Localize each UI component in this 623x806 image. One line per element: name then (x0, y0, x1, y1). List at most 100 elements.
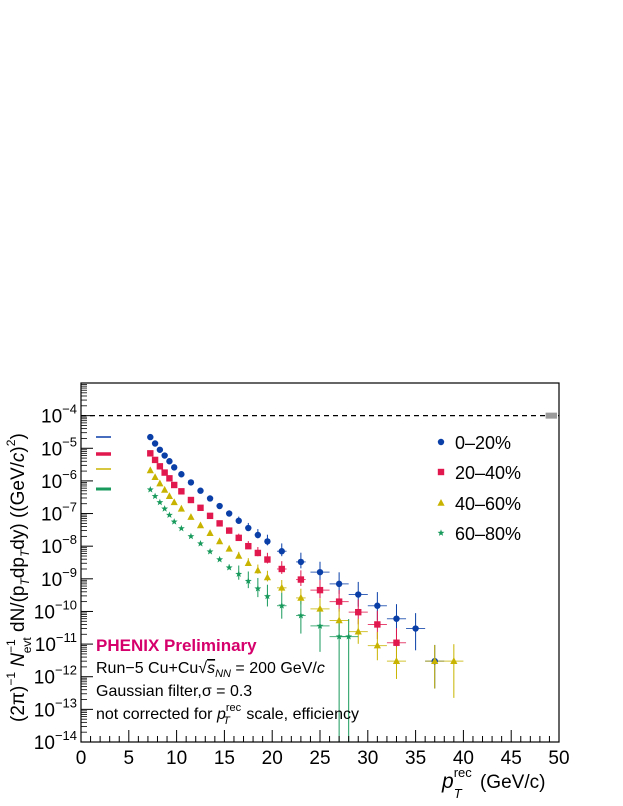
data-point (245, 542, 252, 550)
data-point (197, 504, 204, 511)
data-point (264, 556, 271, 563)
data-point (244, 559, 252, 567)
data-point (171, 481, 178, 489)
x-tick-label: 10 (166, 748, 187, 769)
data-point (278, 565, 285, 573)
data-point (156, 479, 164, 487)
data-point (297, 576, 305, 583)
y-axis-title: (2π)−1 N−1 evt dN/(pTdpTdy) ((GeV/c)2) (4, 433, 34, 722)
data-point (335, 598, 343, 605)
data-point (412, 625, 419, 632)
data-point (170, 498, 178, 506)
legend-label-20-40: 20–40% (455, 463, 521, 483)
data-point (254, 566, 262, 574)
x-axis-ticks: 0 5 10 15 20 25 30 35 40 45 50 (76, 730, 570, 769)
data-point (151, 440, 159, 447)
x-tick-label: 30 (357, 748, 378, 769)
data-point (235, 517, 242, 524)
data-point (216, 555, 224, 563)
data-point (355, 591, 362, 598)
data-point (278, 548, 285, 555)
data-point (316, 622, 324, 629)
data-point (264, 592, 271, 600)
scale-bar (96, 436, 111, 438)
data-point (335, 632, 343, 640)
data-point (147, 433, 154, 441)
legend-marker (437, 499, 445, 506)
data-point (151, 473, 159, 480)
data-point (297, 593, 305, 601)
data-point (225, 527, 233, 534)
x-tick-label: 35 (405, 748, 426, 769)
data-point (263, 573, 272, 581)
legend-marker (437, 468, 445, 476)
data-point (244, 577, 252, 585)
data-point (278, 583, 286, 591)
data-point (161, 469, 168, 476)
x-tick-label: 25 (309, 748, 330, 769)
annotation-filter-line: Gaussian filter,σ = 0.3 (96, 683, 252, 700)
data-point (373, 641, 381, 649)
data-point (196, 521, 205, 529)
annotation-correction-line: not corrected for prec T scale, efficienc… (96, 702, 359, 727)
data-point (393, 639, 400, 646)
data-point (206, 512, 214, 520)
data-point (156, 498, 164, 506)
data-point (216, 520, 223, 527)
data-point (374, 602, 381, 609)
legend-marker (437, 438, 445, 446)
data-point (166, 511, 173, 518)
data-point (151, 456, 159, 464)
reference-box (545, 412, 557, 419)
data-markers (146, 433, 458, 665)
y-tick-label: 10−8 (41, 532, 77, 558)
data-point (235, 570, 243, 577)
data-point (316, 568, 324, 576)
data-point (297, 558, 305, 566)
data-point (156, 446, 164, 453)
x-tick-label: 45 (501, 748, 522, 769)
data-point (187, 479, 195, 486)
x-tick-label: 15 (214, 748, 235, 769)
data-point (235, 534, 242, 542)
data-point (177, 504, 185, 512)
data-point (197, 540, 204, 547)
y-tick-label: 10−4 (41, 402, 77, 428)
x-tick-label: 50 (548, 748, 569, 769)
data-point (235, 552, 243, 559)
data-point (206, 495, 214, 502)
data-point (171, 464, 178, 471)
x-tick-label: 5 (124, 748, 135, 769)
data-point (166, 458, 173, 465)
y-tick-label: 10−5 (41, 434, 77, 460)
data-point (146, 486, 154, 493)
x-tick-label: 0 (76, 748, 87, 769)
legend-label-40-60: 40–60% (455, 494, 521, 514)
y-tick-label: 10−12 (34, 663, 77, 689)
systematic-scale-bars (96, 436, 111, 491)
data-point (151, 492, 159, 500)
scale-bar (96, 487, 111, 491)
data-point (225, 544, 233, 552)
y-tick-label: 10−14 (34, 728, 77, 754)
data-point (187, 513, 195, 520)
data-point (165, 492, 174, 499)
data-point (146, 466, 154, 474)
y-axis-ticks: 10−14 10−13 10−12 10−11 10−10 10−9 10−8 10−7 10−… (34, 384, 93, 754)
phenix-preliminary-label: PHENIX Preliminary (96, 636, 257, 655)
data-point (355, 608, 362, 616)
data-point (166, 475, 173, 482)
data-point (297, 611, 305, 619)
data-point (178, 471, 185, 478)
data-point (161, 485, 169, 493)
legend-glyphs (437, 438, 445, 536)
data-point (392, 657, 401, 664)
data-point (254, 531, 262, 539)
y-tick-label: 10−11 (35, 630, 77, 656)
data-point (147, 450, 154, 457)
data-point (225, 510, 233, 517)
scale-bar (96, 468, 111, 470)
data-point (206, 548, 214, 555)
data-point (161, 452, 168, 459)
